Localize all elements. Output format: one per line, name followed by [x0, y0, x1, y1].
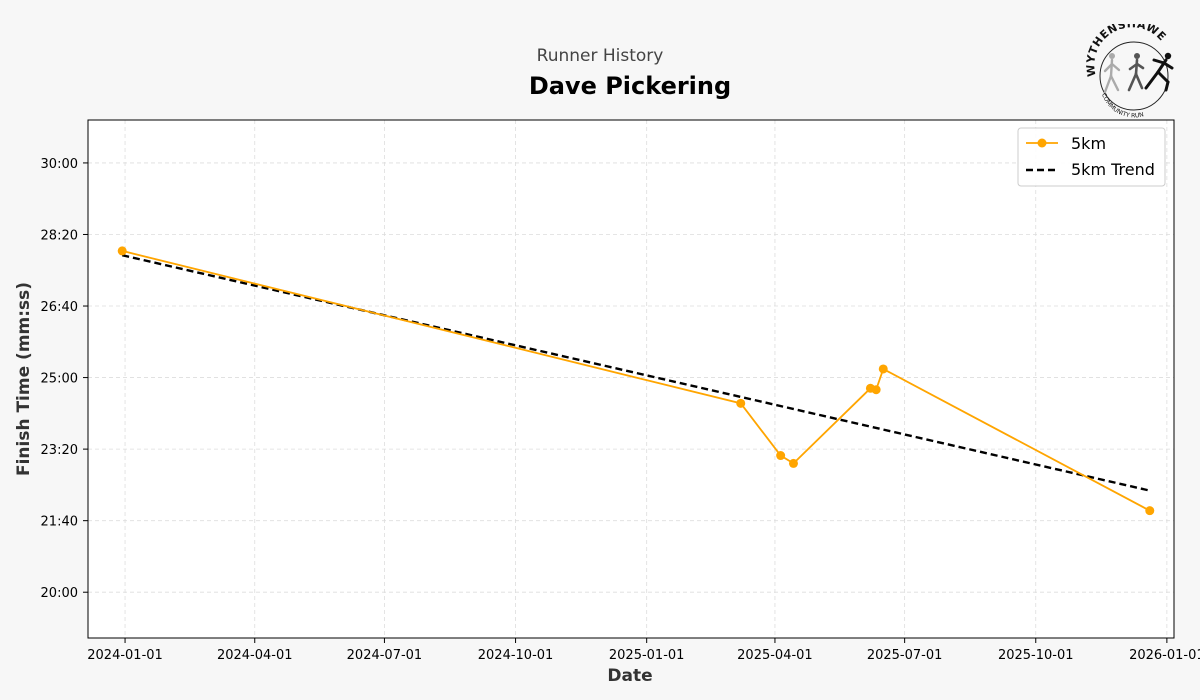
y-tick-label: 26:40	[41, 300, 78, 315]
x-tick-label: 2026-01-01	[1129, 648, 1200, 663]
axes	[83, 119, 1175, 643]
x-tick-label: 2025-01-01	[609, 648, 685, 663]
legend-label-5km: 5km	[1071, 134, 1106, 153]
x-tick-label: 2024-01-01	[87, 648, 163, 663]
data-point	[1145, 506, 1155, 516]
data-point	[871, 385, 881, 395]
legend-marker-5km	[1037, 138, 1047, 148]
tick-labels: 2024-01-01 2024-04-01 2024-07-01 2024-10-01…	[41, 157, 1200, 663]
x-tick-label: 2025-10-01	[998, 648, 1074, 663]
plot-frame	[87, 119, 1175, 639]
grid-lines	[88, 120, 1174, 638]
chart-legend: 5km 5km Trend	[1017, 127, 1166, 187]
chart-subtitle: Runner History	[536, 46, 664, 66]
legend-label-trend: 5km Trend	[1071, 160, 1155, 179]
data-point	[788, 458, 798, 468]
x-tick-label: 2025-07-01	[867, 648, 943, 663]
x-tick-label: 2024-10-01	[478, 648, 554, 663]
series-5km	[117, 246, 1155, 516]
x-tick-label: 2025-04-01	[737, 648, 813, 663]
data-point	[878, 364, 888, 374]
y-tick-label: 21:40	[41, 515, 78, 530]
y-tick-label: 20:00	[41, 586, 78, 601]
y-tick-label: 30:00	[41, 157, 78, 172]
y-tick-label: 23:20	[41, 443, 78, 458]
chart-title: Dave Pickering	[528, 72, 732, 100]
y-tick-label: 25:00	[41, 372, 78, 387]
x-tick-label: 2024-07-01	[347, 648, 423, 663]
data-point	[117, 246, 127, 256]
y-axis-label: Finish Time (mm:ss)	[14, 282, 34, 476]
y-tick-label: 28:20	[41, 228, 78, 243]
x-tick-label: 2024-04-01	[217, 648, 293, 663]
data-point	[776, 451, 786, 461]
data-point	[736, 398, 746, 408]
x-axis-label: Date	[607, 666, 652, 686]
runners-logo-icon: WYTHENSHAWE COMMUNITY RUN	[1086, 24, 1174, 119]
plot-area	[88, 120, 1174, 638]
